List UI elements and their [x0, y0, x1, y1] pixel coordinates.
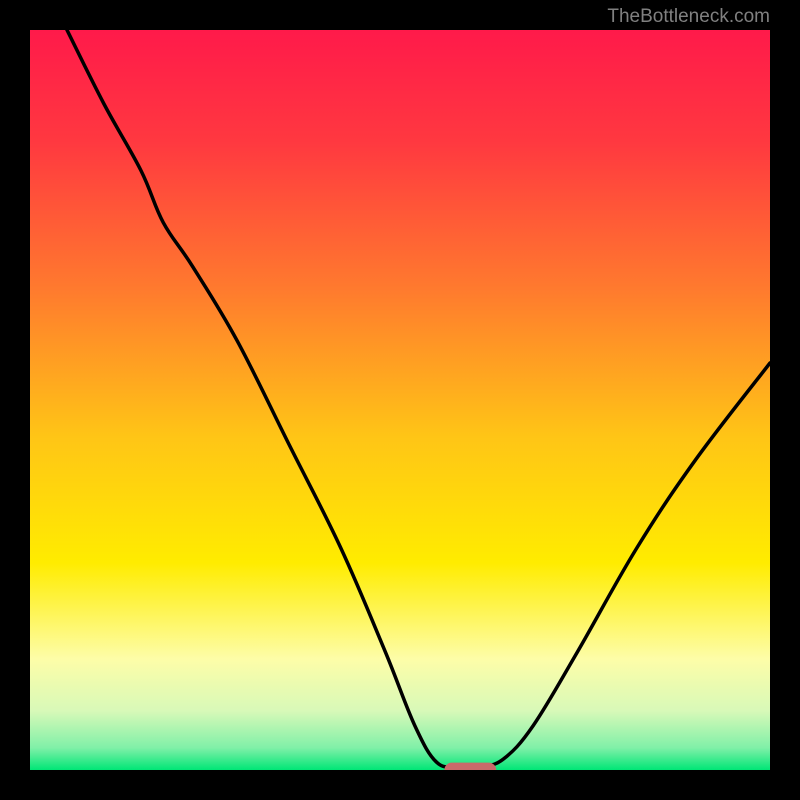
- bottleneck-chart: [30, 30, 770, 770]
- chart-frame: TheBottleneck.com: [0, 0, 800, 800]
- watermark-text: TheBottleneck.com: [607, 6, 770, 28]
- optimal-marker: [444, 763, 496, 770]
- gradient-background: [30, 30, 770, 770]
- plot-area: [30, 30, 770, 770]
